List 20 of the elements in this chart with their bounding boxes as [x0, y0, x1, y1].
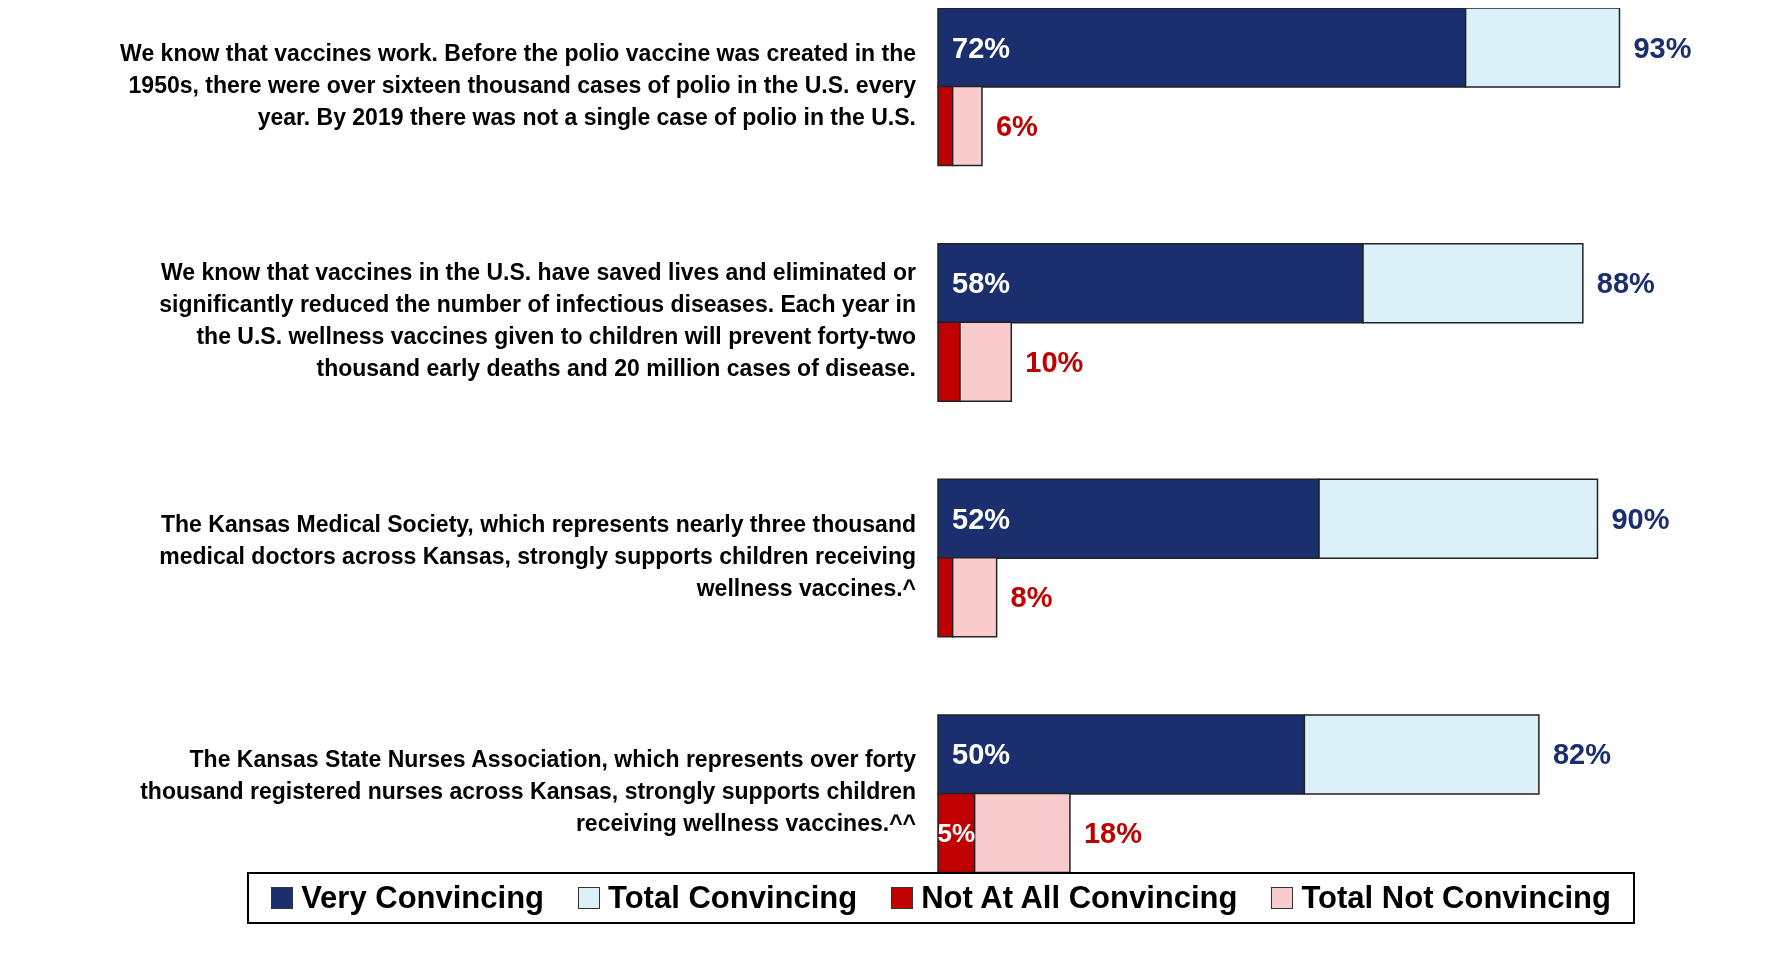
total-label: 82%	[1552, 738, 1612, 771]
data-label: 72%	[952, 31, 1011, 64]
y-tick-label: We know that vaccines in the U.S. have saved lives and eliminated or significantly reduced the number of infectious diseases. Each year in the U.S. wellness vaccines given to children will prevent forty-two thousand early deaths and 20 million cases of disease.	[159, 259, 917, 382]
legend-label: Not At All Convincing	[921, 880, 1238, 916]
total-label: 18%	[1083, 816, 1143, 849]
total-label: 10%	[1025, 345, 1084, 378]
legend-label: Total Not Convincing	[1301, 880, 1611, 916]
data-label: 50%	[952, 738, 1011, 771]
y-tick-label: The Kansas State Nurses Association, which represents over forty thousand registered nurses across Kansas, strongly supports children receiving wellness vaccines.^^	[140, 746, 917, 837]
total-label: 6%	[995, 110, 1039, 143]
legend-label: Very Convincing	[301, 880, 545, 916]
total-label: 93%	[1633, 31, 1692, 64]
data-label: 58%	[952, 267, 1011, 300]
y-tick-label: We know that vaccines work. Before the polio vaccine was created in the 1950s, there were over sixteen thousand cases of polio in the U.S. every year. By 2019 there was not a single case of polio in the U.S.	[120, 39, 917, 130]
total-label: 8%	[1010, 581, 1053, 614]
legend-label: Total Convincing	[608, 880, 858, 916]
total-label: 90%	[1611, 502, 1670, 535]
total-label: 88%	[1596, 267, 1656, 300]
y-tick-label: The Kansas Medical Society, which represents nearly three thousand medical doctors across Kansas, strongly supports children receiving wellness vaccines.^	[159, 510, 916, 601]
data-label: 52%	[952, 502, 1011, 535]
